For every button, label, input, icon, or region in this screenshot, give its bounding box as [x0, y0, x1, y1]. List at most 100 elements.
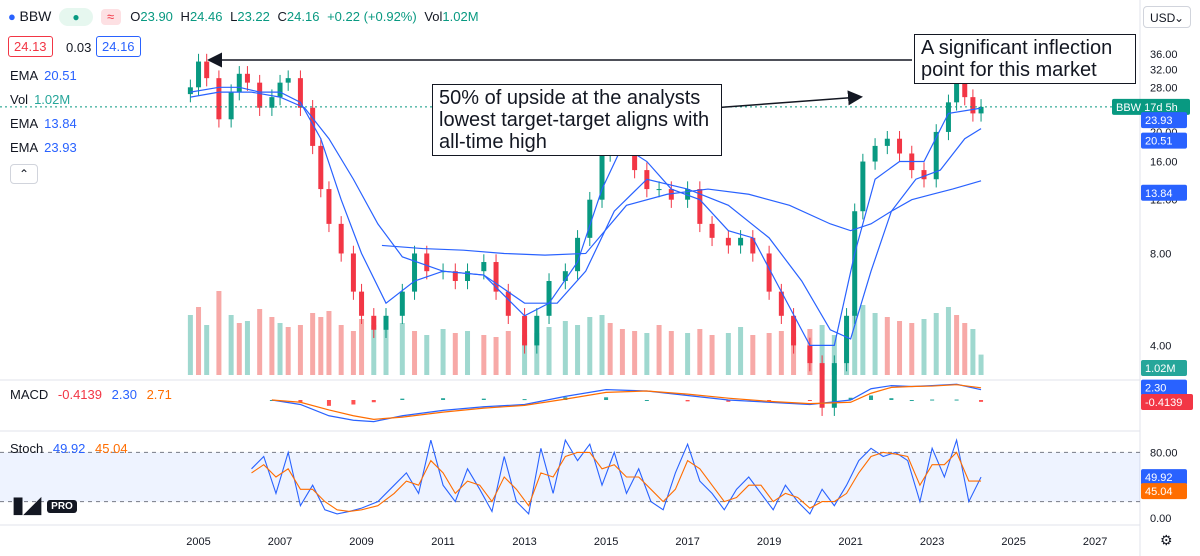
volume-bar	[310, 313, 316, 375]
candle-body	[338, 223, 344, 254]
candle-body	[481, 262, 487, 272]
volume-bar	[725, 333, 731, 375]
indicator-ema-2[interactable]: EMA 13.84	[10, 116, 77, 131]
candle-body	[807, 345, 813, 364]
volume-bar	[897, 321, 903, 375]
volume-bar	[819, 325, 825, 375]
candle-body	[187, 87, 193, 95]
volume-bar	[318, 317, 324, 375]
volume-bar	[440, 329, 446, 375]
candle-body	[668, 189, 674, 200]
low-label: L	[230, 9, 238, 24]
indicator-ema-3[interactable]: EMA 23.93	[10, 140, 77, 155]
ema-price-tag-bg	[1141, 132, 1187, 149]
candle-body	[884, 138, 890, 146]
volume-tag-bg	[1141, 360, 1187, 376]
indicator-ema-1[interactable]: EMA 20.51	[10, 68, 77, 83]
macd-hist-bar	[371, 400, 376, 403]
candle-body	[493, 262, 499, 292]
bid-box[interactable]: 24.13	[8, 36, 53, 57]
time-tick-label: 2007	[268, 536, 292, 548]
volume-bar	[656, 325, 662, 375]
time-tick-label: 2009	[349, 536, 373, 548]
volume-bar	[546, 327, 552, 375]
collapse-legend-button[interactable]: ⌃	[10, 164, 38, 184]
stoch-d-line	[251, 451, 982, 512]
macd-signal-line	[271, 384, 982, 420]
high-label: H	[180, 9, 190, 24]
ema-price-tag-text: 23.93	[1145, 115, 1173, 127]
stoch-d-tag: 45.04	[1141, 483, 1187, 500]
volume-bar	[228, 315, 234, 375]
indicator-value: 13.84	[44, 116, 77, 131]
macd-hist-bar	[889, 398, 894, 400]
symbol-icon[interactable]: ●	[8, 9, 16, 24]
volume-bar	[562, 321, 568, 375]
indicator-vol[interactable]: Vol 1.02M	[10, 92, 70, 107]
candle-body	[921, 170, 927, 180]
candle-body	[412, 253, 418, 292]
candle-body	[897, 138, 903, 154]
ema-price-tag-bg	[1141, 112, 1187, 129]
candle-body	[766, 253, 772, 292]
macd-line	[271, 383, 982, 423]
indicator-value: 23.93	[44, 140, 77, 155]
macd-hist-bar	[441, 398, 446, 400]
candle-body	[599, 153, 605, 200]
indicator-value: 20.51	[44, 68, 77, 83]
volume-bar	[970, 329, 976, 375]
macd-hist-bar	[685, 400, 690, 402]
stoch-tick-label: 0.00	[1150, 513, 1171, 525]
stoch-k-value: 49.92	[52, 441, 86, 456]
price-tick-label: 16.00	[1150, 157, 1178, 169]
status-pill[interactable]: ●	[59, 8, 93, 26]
candle-body	[656, 189, 662, 191]
volume-bar	[338, 325, 344, 375]
candle-body	[399, 291, 405, 316]
candle-body	[285, 78, 291, 83]
chevron-up-icon: ⌃	[18, 167, 30, 181]
ema-price-tag-text: 20.51	[1145, 136, 1173, 148]
volume-bar	[481, 335, 487, 375]
annotation-upside[interactable]: 50% of upside at the analysts lowest tar…	[432, 84, 722, 156]
stoch-legend[interactable]: Stoch 49.92 45.04	[10, 441, 128, 456]
volume-bar	[831, 335, 837, 375]
ask-box[interactable]: 24.16	[96, 36, 141, 57]
volume-bar	[412, 331, 418, 375]
volume-bar	[962, 323, 968, 375]
stoch-d-value: 45.04	[95, 441, 128, 456]
settings-icon[interactable]: ⚙	[1160, 532, 1173, 548]
volume-bar	[668, 331, 674, 375]
volume-bar	[236, 323, 242, 375]
candle-body	[350, 253, 356, 292]
spread-value: 0.03	[66, 40, 92, 55]
symbol-name[interactable]: BBW	[19, 8, 52, 24]
stoch-k-tag-text: 49.92	[1145, 472, 1173, 484]
currency-select[interactable]: USD ⌄	[1143, 6, 1191, 28]
candle-body	[844, 315, 850, 364]
macd-legend[interactable]: MACD -0.4139 2.30 2.71	[10, 387, 172, 402]
volume-bar	[685, 333, 691, 375]
indicator-name: Vol	[10, 92, 29, 107]
vol-label: Vol	[424, 9, 443, 24]
volume-bar	[196, 307, 202, 375]
candle-body	[860, 161, 866, 212]
stoch-d-tag-text: 45.04	[1145, 486, 1173, 498]
open-label: O	[130, 9, 141, 24]
annotation-inflection[interactable]: A significant inflection point for this …	[914, 34, 1136, 84]
candle-body	[424, 253, 430, 272]
symbol-tag-bg	[1112, 98, 1190, 115]
stoch-k-tag: 49.92	[1141, 469, 1187, 486]
volume-bar	[187, 315, 193, 375]
candle-body	[575, 237, 581, 272]
volume-bar	[791, 337, 797, 375]
macd-hist-bar	[954, 399, 959, 401]
compare-icon[interactable]: ≈	[100, 9, 121, 25]
candle-body	[685, 189, 691, 200]
macd-line-value: 2.30	[111, 387, 137, 402]
macd-hist-bar	[481, 398, 486, 400]
time-tick-label: 2025	[1001, 536, 1025, 548]
candle-body	[371, 315, 377, 330]
volume-bar	[860, 305, 866, 375]
